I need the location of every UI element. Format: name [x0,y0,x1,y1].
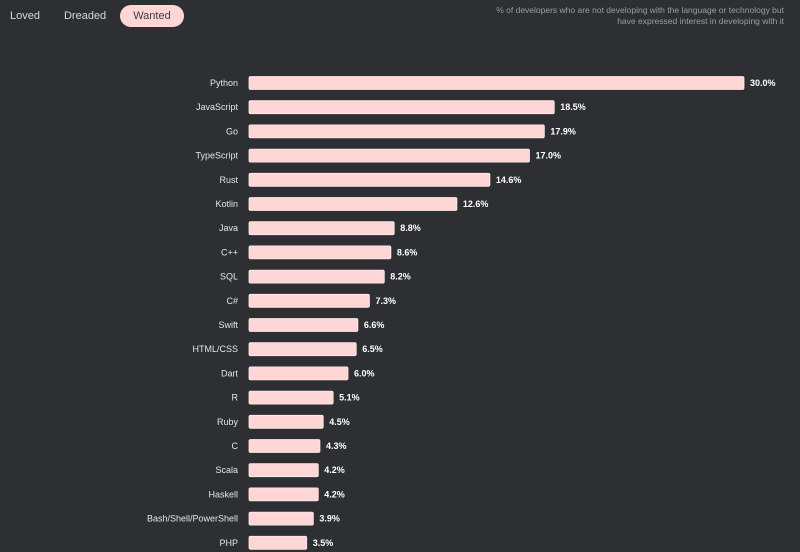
bar[interactable] [249,464,318,477]
category-label: Swift [218,320,238,330]
category-label: HTML/CSS [192,344,238,354]
category-label: Haskell [208,489,238,499]
value-label: 4.5% [329,417,350,427]
bar[interactable] [249,246,391,259]
value-label: 8.2% [390,272,411,282]
value-label: 7.3% [375,296,396,306]
value-label: 8.6% [397,247,418,257]
bar[interactable] [249,440,320,453]
value-label: 3.5% [313,538,334,548]
category-label: Java [219,223,238,233]
value-label: 8.8% [400,223,421,233]
bar[interactable] [249,198,457,211]
value-label: 12.6% [463,199,489,209]
category-label: Scala [215,465,238,475]
value-label: 18.5% [560,102,586,112]
category-label: Rust [219,175,238,185]
value-label: 17.0% [536,151,562,161]
category-label: C# [226,296,238,306]
value-label: 5.1% [339,393,360,403]
value-label: 14.6% [496,175,522,185]
bar[interactable] [249,270,384,283]
bar[interactable] [249,367,348,380]
value-label: 3.9% [319,514,340,524]
category-label: C [232,441,239,451]
bar[interactable] [249,149,530,162]
value-label: 6.6% [364,320,385,330]
bar[interactable] [249,173,490,186]
value-label: 30.0% [750,78,776,88]
bar[interactable] [249,343,356,356]
category-label: C++ [221,247,238,257]
category-label: Kotlin [215,199,238,209]
bar[interactable] [249,536,307,549]
bar[interactable] [249,125,544,138]
value-label: 4.3% [326,441,347,451]
bar[interactable] [249,415,323,428]
category-label: Bash/Shell/PowerShell [147,514,238,524]
bar[interactable] [249,488,318,501]
category-label: TypeScript [195,151,238,161]
bar[interactable] [249,512,313,525]
category-label: JavaScript [196,102,239,112]
bar-chart: Python 30.0% JavaScript 18.5% Go 17.9% TypeScr… [0,0,800,552]
value-label: 4.2% [324,465,345,475]
category-label: SQL [220,272,238,282]
category-label: R [232,393,239,403]
value-label: 4.2% [324,489,345,499]
value-label: 6.5% [362,344,383,354]
value-label: 17.9% [550,126,576,136]
bar[interactable] [249,101,554,114]
category-label: Python [210,78,238,88]
category-label: Go [226,126,238,136]
bar[interactable] [249,77,744,90]
category-label: Ruby [217,417,239,427]
bar[interactable] [249,319,358,332]
bar[interactable] [249,222,394,235]
value-label: 6.0% [354,368,375,378]
category-label: PHP [219,538,238,548]
category-label: Dart [221,368,239,378]
bar[interactable] [249,294,369,307]
bar[interactable] [249,391,333,404]
